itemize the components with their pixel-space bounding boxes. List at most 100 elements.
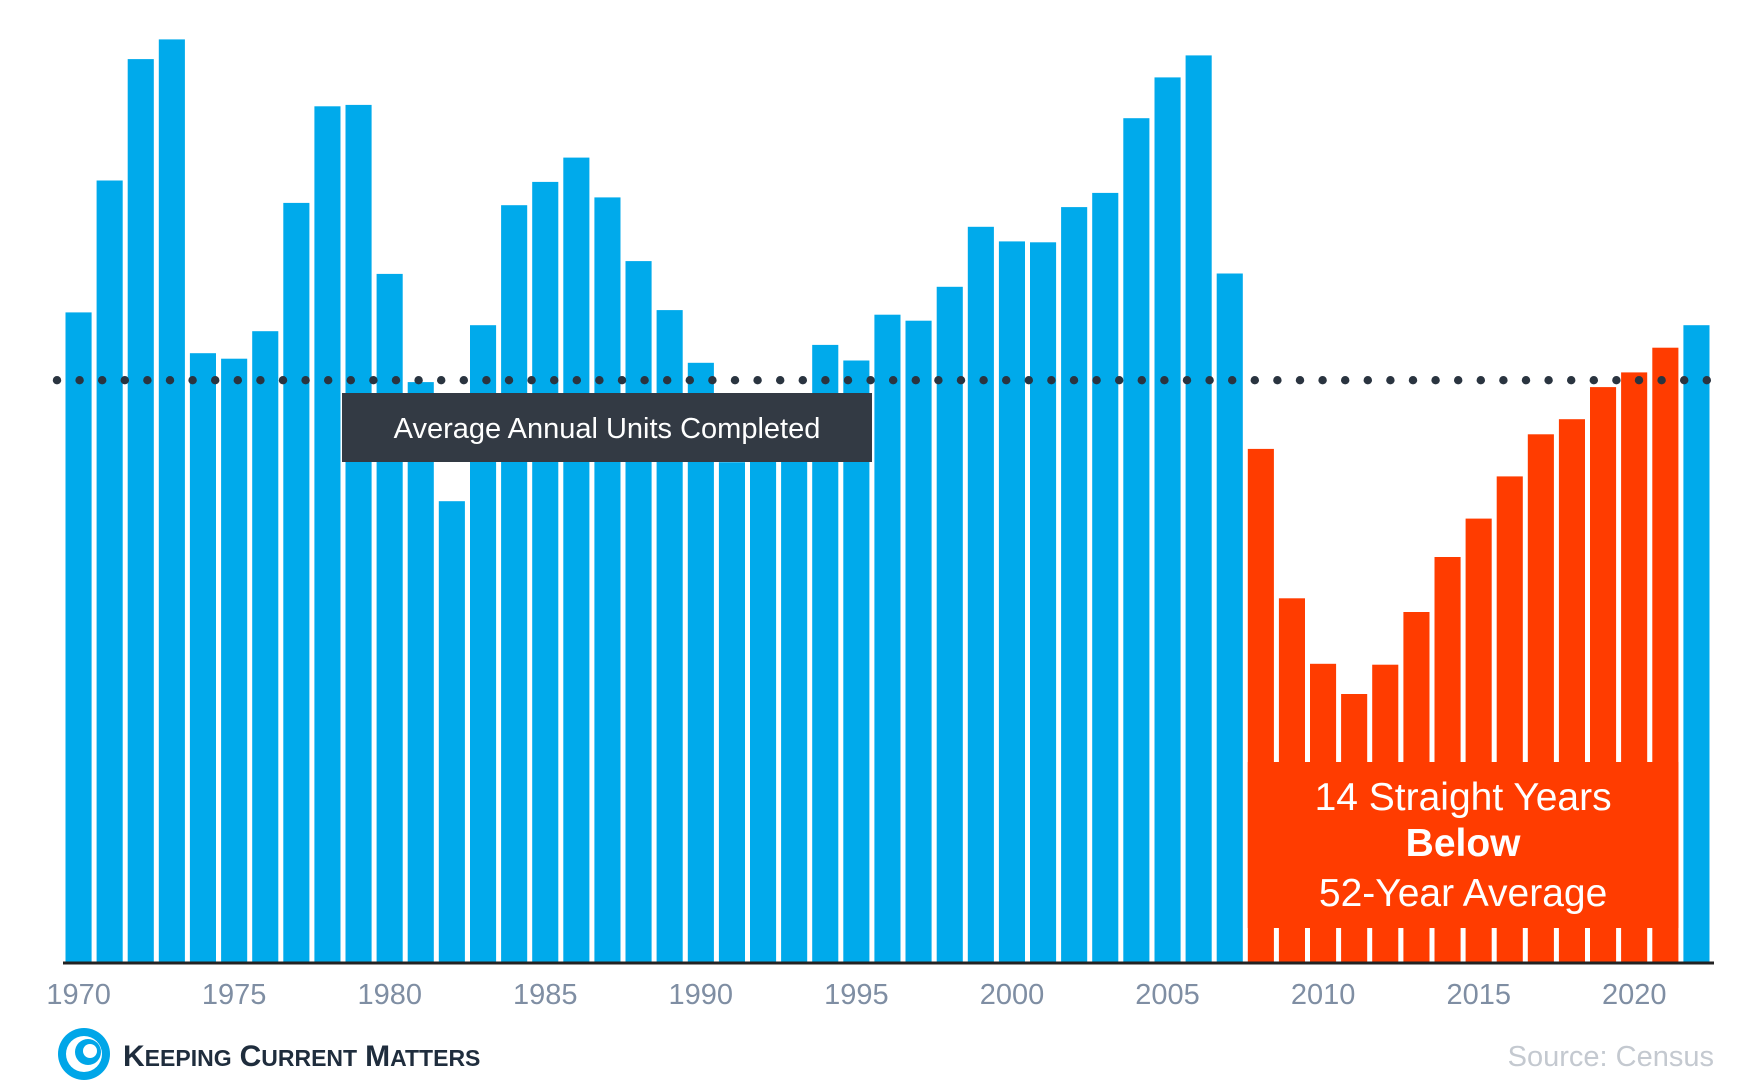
average-line-dot [934,376,943,385]
average-line-dot [1567,376,1576,385]
average-line-dot [595,376,604,385]
average-line-dot [391,376,401,385]
average-line-dot [188,376,197,385]
average-line-dot [911,376,920,385]
average-line-dot [75,376,84,385]
bar-2003 [1092,192,1119,962]
x-tick-label: 2010 [1291,979,1356,1011]
x-tick-label: 1970 [46,979,111,1011]
average-line-dot [1454,376,1463,385]
x-tick-label: 2015 [1446,979,1511,1011]
source-note: Source: Census [1508,1041,1714,1073]
average-line-dot [617,376,627,385]
average-line-dot [143,376,152,385]
average-line-dot [776,376,785,385]
average-dotted-line [52,376,1712,385]
bar-1970 [65,312,92,962]
bar-1990 [687,362,714,962]
kcm-swirl-icon [58,1028,110,1080]
average-line-dot [889,376,898,385]
average-line-dot [708,376,717,385]
bar-2022 [1683,325,1710,962]
average-line-dot [98,376,107,385]
bar-2006 [1185,55,1212,962]
average-line-dot [414,376,423,385]
x-tick-label: 1975 [202,979,267,1011]
bar-1998 [936,286,963,962]
average-line-dot [1680,376,1689,385]
average-line-dot [1363,376,1373,385]
average-line-dot [165,376,175,385]
bar-1992 [750,431,777,962]
average-line-dot [120,376,129,385]
x-axis-tick-labels: 1970 1975 1980 1985 1990 1995 2000 2005 2010 2015… [46,979,1666,1011]
average-line-dot [256,376,265,385]
x-tick-label: 2005 [1135,979,1200,1011]
average-line-dot [1295,376,1305,385]
average-line-dot [1431,376,1440,385]
below-average-callout: 14 Straight Years Below 52-Year Average [1247,762,1679,928]
bar-2002 [1061,207,1088,963]
bar-1977 [283,202,310,962]
average-line-dot [459,376,468,385]
average-line-dot [1408,376,1418,385]
average-line-dot [527,376,536,385]
average-line-dot [663,376,672,385]
bar-1986 [563,157,590,963]
average-line-dot [1205,376,1214,385]
bar-1978 [314,106,341,963]
bar-1972 [127,59,154,963]
average-line-dot [301,376,310,385]
average-line-dot [278,376,288,385]
average-line-dot [572,376,581,385]
callout-line-1: 14 Straight Years [1315,776,1612,819]
average-line-dot [1024,376,1034,385]
bar-1987 [594,197,621,962]
callout-line-3: 52-Year Average [1319,872,1607,915]
bar-2007 [1216,273,1243,962]
average-line-dot [1273,376,1282,385]
average-line-dot [437,376,446,385]
bar-1985 [532,181,559,962]
bar-1997 [905,320,932,962]
bar-1988 [625,261,652,963]
average-line-dot [1228,376,1237,385]
average-line-dot [640,376,649,385]
average-line-dot [956,376,966,385]
average-line-dot [1612,376,1621,385]
x-tick-label: 1985 [513,979,578,1011]
average-line-dot [1544,376,1553,385]
average-line-dot [685,376,694,385]
brand-name: KEEPING CURRENT MATTERS [123,1040,480,1073]
average-line-dot [821,376,830,385]
bar-2005 [1154,77,1181,962]
average-line-dot [1137,376,1147,385]
average-line-dot [1092,376,1101,385]
average-line-dot [1702,376,1712,385]
average-label-background [342,393,872,462]
average-line-dot [753,376,762,385]
bar-1982 [438,501,465,962]
average-line-dot [866,376,875,385]
bar-2004 [1123,118,1150,962]
bar-1981 [407,382,434,963]
average-line-dot [1634,376,1644,385]
average-line-dot [1589,376,1599,385]
bar-1984 [501,205,528,962]
average-line-dot [482,376,491,385]
bar-1991 [718,462,745,962]
average-line-dot [346,376,355,385]
average-line-dot [1499,376,1508,385]
average-label-box: Average Annual Units Completed [342,393,872,462]
bar-1974 [189,353,216,962]
average-line-dot [1250,376,1260,385]
average-line-dot [550,376,559,385]
average-line-dot [211,376,220,385]
x-tick-label: 2020 [1602,979,1667,1011]
average-line-dot [504,376,514,385]
bar-1976 [252,331,279,962]
bar-1996 [874,314,901,962]
bar-2000 [998,241,1025,962]
average-line-dot [843,376,853,385]
average-line-dot [979,376,988,385]
